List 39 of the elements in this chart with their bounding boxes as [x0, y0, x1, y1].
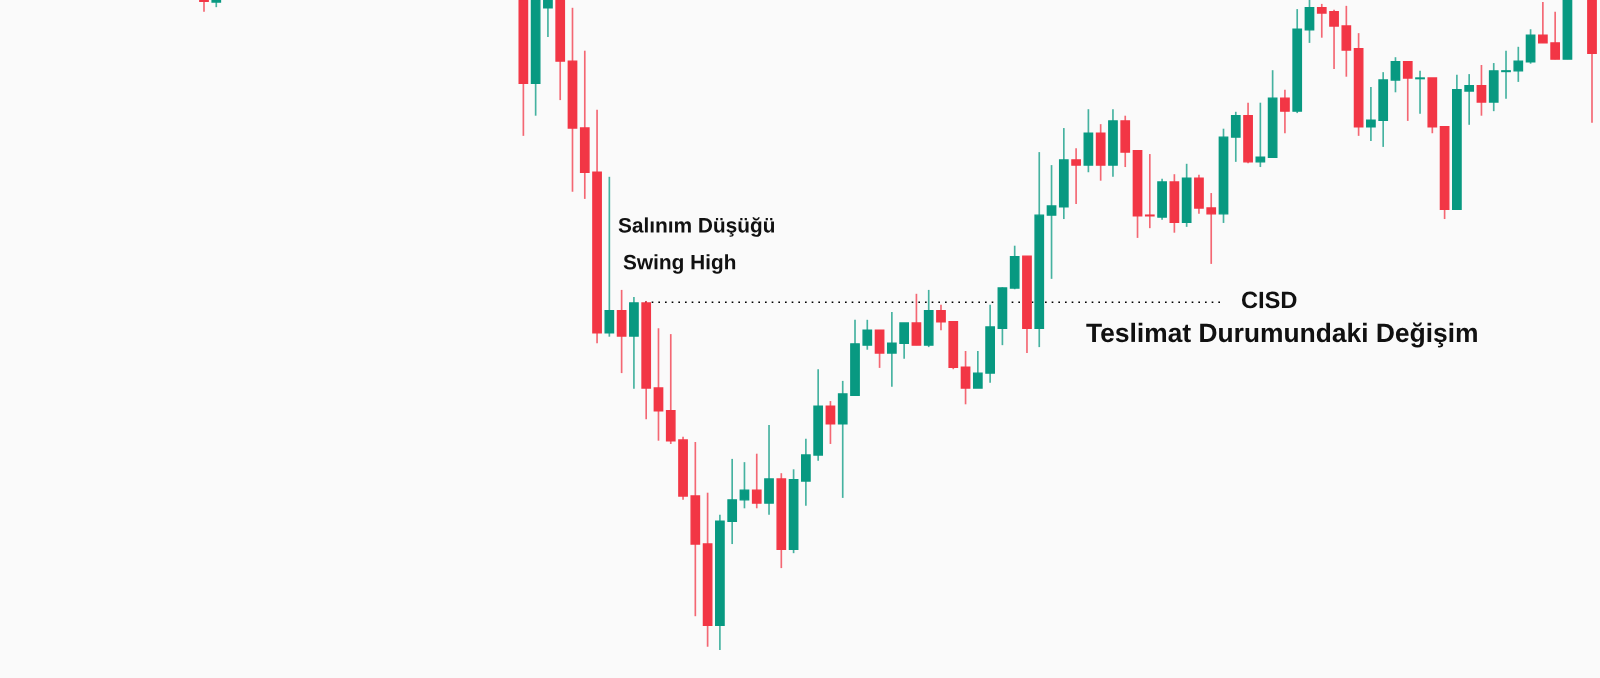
candlestick	[911, 292, 922, 346]
candlestick	[604, 175, 615, 338]
candlestick	[739, 461, 750, 510]
candlestick	[1329, 8, 1339, 70]
candlestick	[1402, 60, 1413, 122]
candlestick	[886, 311, 897, 388]
candlestick	[899, 322, 910, 360]
candlestick	[199, 0, 209, 13]
candlestick	[874, 329, 885, 369]
candlestick	[543, 0, 553, 38]
annotation: Salınım Düşüğü	[618, 217, 775, 237]
candlestick	[1230, 110, 1241, 163]
candlestick	[1046, 164, 1057, 280]
candlestick	[727, 458, 738, 545]
candlestick	[1366, 86, 1376, 142]
candlestick	[1513, 45, 1524, 83]
candlestick	[1316, 3, 1327, 39]
annotation: Teslimat Durumundaki Değişim	[1086, 322, 1477, 348]
candlestick	[1144, 153, 1155, 229]
candlestick	[1537, 1, 1548, 44]
candlestick	[653, 327, 664, 442]
annotation: CISD	[1241, 291, 1297, 309]
candlestick	[862, 318, 873, 351]
annotation: Swing High	[623, 254, 736, 274]
candlestick	[1071, 147, 1081, 205]
candlestick	[1255, 101, 1266, 168]
candlestick	[1390, 56, 1401, 94]
candlestick	[1501, 49, 1511, 100]
candlestick	[1476, 64, 1487, 117]
candlestick	[1206, 192, 1217, 265]
candlestick	[936, 304, 946, 332]
candlestick	[1415, 70, 1425, 115]
candlestick	[1550, 10, 1561, 60]
candlestick	[972, 350, 983, 389]
candlestick	[1304, 0, 1315, 44]
candlestick	[1280, 88, 1290, 135]
candlestick	[751, 452, 762, 510]
candlestick	[1464, 73, 1475, 126]
candlestick	[960, 350, 971, 406]
